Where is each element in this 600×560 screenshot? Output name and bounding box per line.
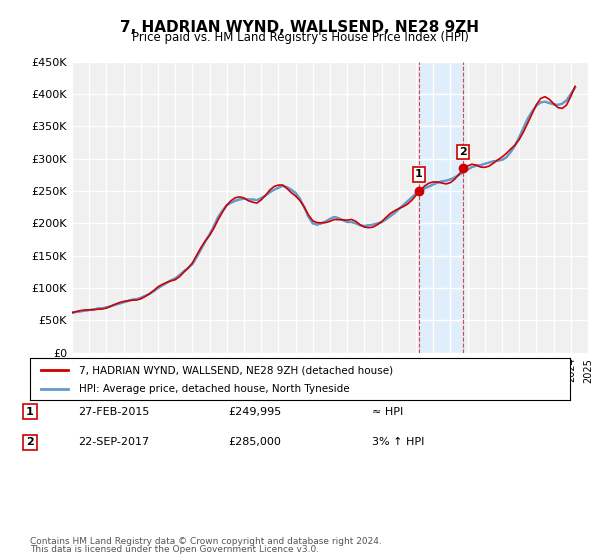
Text: £285,000: £285,000 [228,437,281,447]
Text: 27-FEB-2015: 27-FEB-2015 [78,407,149,417]
Text: 2: 2 [26,437,34,447]
Text: HPI: Average price, detached house, North Tyneside: HPI: Average price, detached house, Nort… [79,384,349,394]
Text: 7, HADRIAN WYND, WALLSEND, NE28 9ZH (detached house): 7, HADRIAN WYND, WALLSEND, NE28 9ZH (det… [79,365,393,375]
Text: £249,995: £249,995 [228,407,281,417]
Text: 7, HADRIAN WYND, WALLSEND, NE28 9ZH: 7, HADRIAN WYND, WALLSEND, NE28 9ZH [121,20,479,35]
Text: This data is licensed under the Open Government Licence v3.0.: This data is licensed under the Open Gov… [30,545,319,554]
Text: ≈ HPI: ≈ HPI [372,407,403,417]
Text: Contains HM Land Registry data © Crown copyright and database right 2024.: Contains HM Land Registry data © Crown c… [30,537,382,546]
Text: Price paid vs. HM Land Registry's House Price Index (HPI): Price paid vs. HM Land Registry's House … [131,31,469,44]
Text: 1: 1 [415,169,422,179]
Text: 3% ↑ HPI: 3% ↑ HPI [372,437,424,447]
Bar [419,62,463,353]
Text: 22-SEP-2017: 22-SEP-2017 [78,437,149,447]
Text: 1: 1 [26,407,34,417]
Text: 2: 2 [459,147,467,157]
